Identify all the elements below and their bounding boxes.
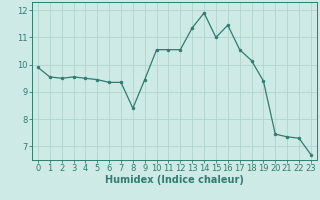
X-axis label: Humidex (Indice chaleur): Humidex (Indice chaleur) <box>105 175 244 185</box>
